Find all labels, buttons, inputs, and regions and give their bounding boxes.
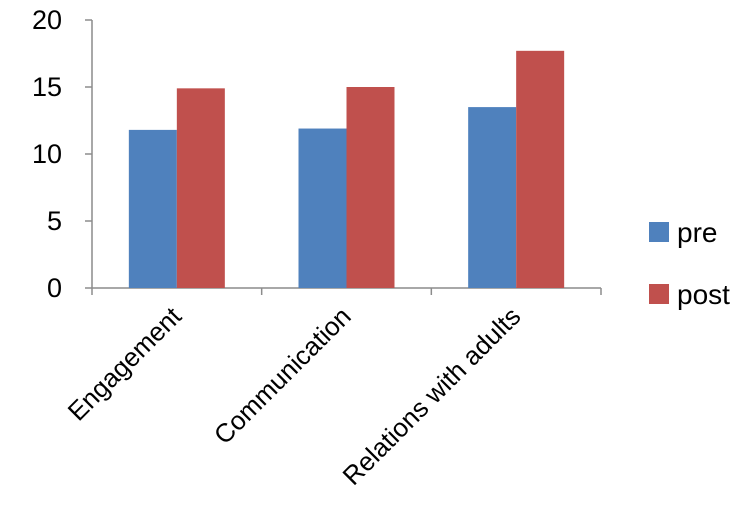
bar-post-engagement — [176, 88, 225, 288]
category-label: Communication — [208, 301, 357, 450]
y-tick-label: 10 — [32, 139, 62, 169]
legend-label-post: post — [677, 279, 730, 310]
y-tick-label: 0 — [47, 273, 62, 303]
x-axis — [91, 287, 602, 295]
bar-post-communication — [346, 87, 395, 288]
legend-swatch-pre — [649, 222, 669, 242]
category-label: Relations with adults — [337, 301, 527, 491]
bar-pre-engagement — [128, 129, 177, 288]
legend-swatch-post — [649, 284, 669, 304]
bar-pre-relations-with-adults — [468, 107, 517, 288]
bar-pre-communication — [298, 128, 347, 288]
y-tick-label: 5 — [47, 206, 62, 236]
legend: pre post — [649, 217, 730, 310]
y-tick-label: 20 — [32, 5, 62, 35]
category-label: Engagement — [62, 300, 188, 426]
bars — [128, 50, 565, 288]
legend-label-pre: pre — [677, 217, 717, 248]
y-axis: 0 5 10 15 20 — [32, 5, 93, 303]
bar-post-relations-with-adults — [516, 50, 565, 288]
y-tick-label: 15 — [32, 72, 62, 102]
